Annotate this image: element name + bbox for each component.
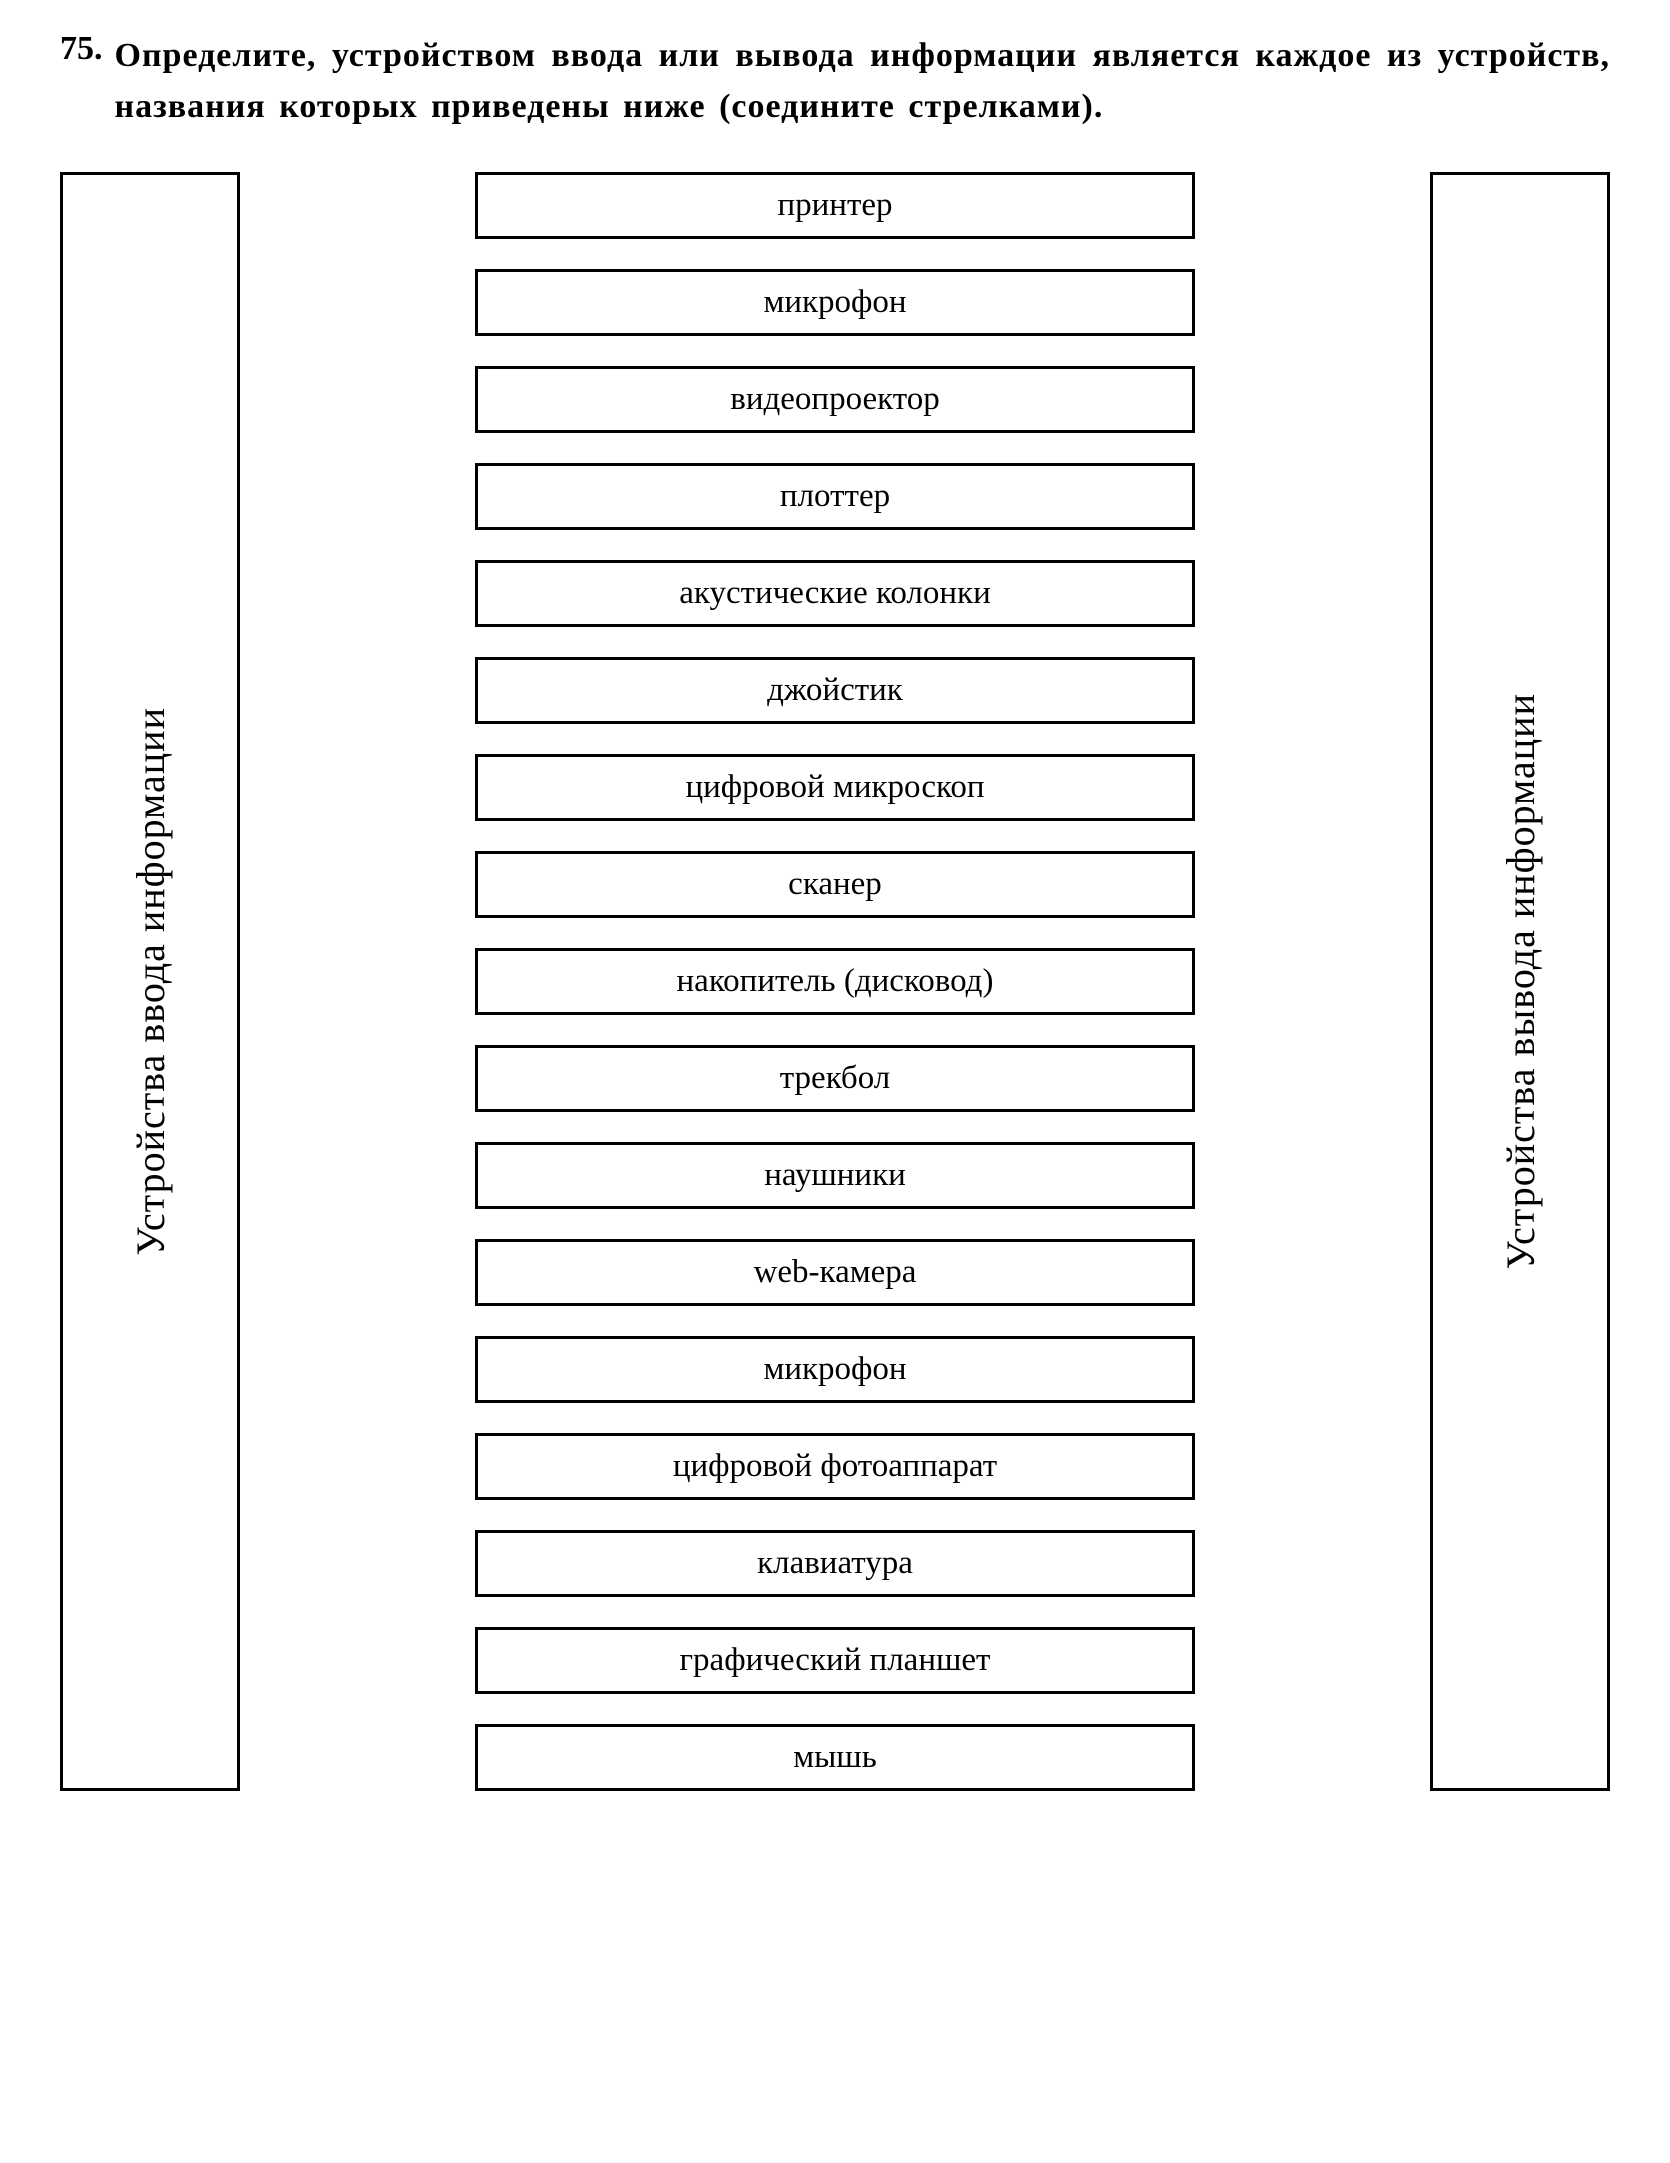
question-number: 75. [60, 30, 103, 68]
question-text: Определите, устройством ввода или вывода… [115, 30, 1611, 132]
device-item: наушники [475, 1142, 1195, 1209]
device-item: сканер [475, 851, 1195, 918]
device-item: web-камера [475, 1239, 1195, 1306]
devices-column: принтер микрофон видеопроектор плоттер а… [475, 172, 1195, 1791]
device-item: графический планшет [475, 1627, 1195, 1694]
device-item: цифровой микроскоп [475, 754, 1195, 821]
question-header: 75. Определите, устройством ввода или вы… [60, 30, 1610, 132]
device-item: плоттер [475, 463, 1195, 530]
output-category-label: Устройства вывода информации [1497, 693, 1544, 1269]
device-item: цифровой фотоаппарат [475, 1433, 1195, 1500]
input-devices-category: Устройства ввода информации [60, 172, 240, 1791]
device-item: микрофон [475, 269, 1195, 336]
device-item: клавиатура [475, 1530, 1195, 1597]
device-item: принтер [475, 172, 1195, 239]
device-item: микрофон [475, 1336, 1195, 1403]
device-item: джойстик [475, 657, 1195, 724]
device-item: трекбол [475, 1045, 1195, 1112]
device-item: накопитель (дисковод) [475, 948, 1195, 1015]
input-category-label: Устройства ввода информации [127, 707, 174, 1256]
output-devices-category: Устройства вывода информации [1430, 172, 1610, 1791]
device-item: акустические колонки [475, 560, 1195, 627]
device-item: мышь [475, 1724, 1195, 1791]
device-item: видеопроектор [475, 366, 1195, 433]
diagram-container: Устройства ввода информации принтер микр… [60, 172, 1610, 1791]
